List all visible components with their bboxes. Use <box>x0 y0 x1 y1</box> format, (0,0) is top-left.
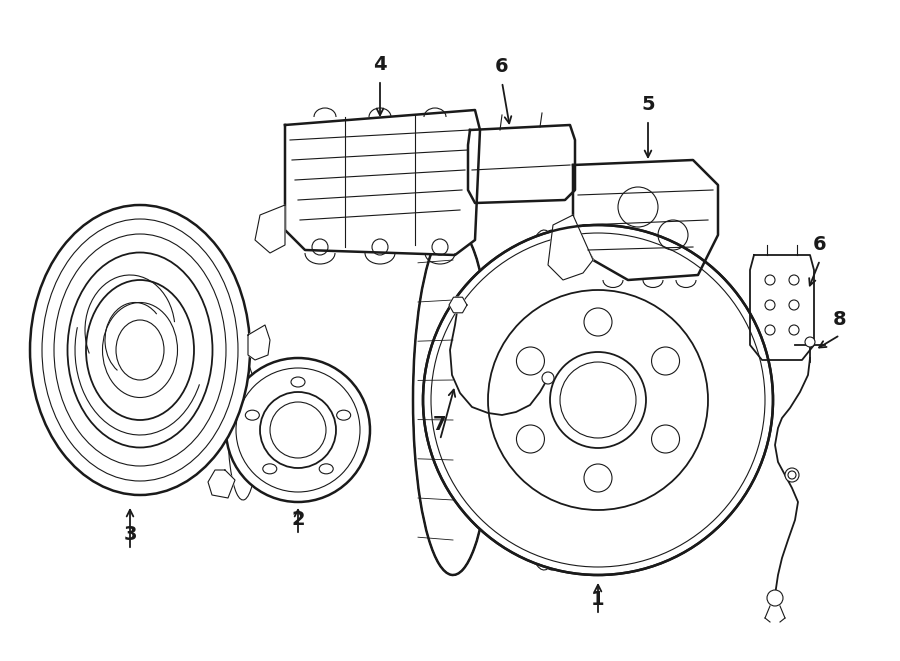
Ellipse shape <box>320 464 333 474</box>
Text: 8: 8 <box>833 310 847 329</box>
Polygon shape <box>208 470 235 498</box>
Circle shape <box>584 464 612 492</box>
Circle shape <box>517 347 544 375</box>
Circle shape <box>226 358 370 502</box>
Polygon shape <box>548 215 593 280</box>
Ellipse shape <box>263 464 277 474</box>
Ellipse shape <box>291 377 305 387</box>
Circle shape <box>260 392 336 468</box>
Polygon shape <box>750 255 814 360</box>
Polygon shape <box>255 205 285 253</box>
Text: 1: 1 <box>591 590 605 609</box>
Ellipse shape <box>246 410 259 420</box>
Text: 2: 2 <box>292 510 305 529</box>
Polygon shape <box>248 325 270 360</box>
Circle shape <box>785 468 799 482</box>
Text: 7: 7 <box>433 415 446 434</box>
Circle shape <box>652 425 680 453</box>
Text: 6: 6 <box>495 57 508 76</box>
Ellipse shape <box>30 205 250 495</box>
Text: 6: 6 <box>814 235 827 254</box>
Circle shape <box>542 372 554 384</box>
Ellipse shape <box>337 410 351 420</box>
Circle shape <box>584 308 612 336</box>
Polygon shape <box>449 297 467 313</box>
Text: 3: 3 <box>123 525 137 544</box>
Polygon shape <box>573 160 718 280</box>
Polygon shape <box>285 110 480 255</box>
Text: 5: 5 <box>641 95 655 114</box>
Circle shape <box>767 590 783 606</box>
Circle shape <box>550 352 646 448</box>
Text: 4: 4 <box>374 55 387 74</box>
Circle shape <box>805 337 815 347</box>
Circle shape <box>423 225 773 575</box>
Circle shape <box>652 347 680 375</box>
Circle shape <box>517 425 544 453</box>
Polygon shape <box>468 125 575 203</box>
